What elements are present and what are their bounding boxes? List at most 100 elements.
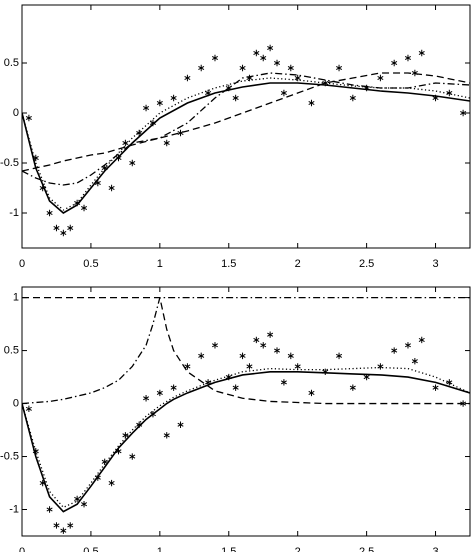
data-point	[253, 336, 260, 344]
data-point	[205, 89, 212, 97]
x-tick-label: 2.5	[359, 546, 374, 552]
x-tick-label: 2	[295, 546, 301, 552]
data-point	[308, 389, 315, 397]
curve	[22, 296, 470, 405]
plot-content	[22, 44, 470, 237]
data-point	[391, 347, 398, 354]
y-tick-label: -0.5	[0, 450, 19, 462]
data-point	[170, 94, 177, 102]
plot-area	[22, 287, 470, 536]
data-point	[460, 400, 467, 407]
curve	[22, 72, 470, 172]
y-tick-label: 0	[13, 397, 19, 409]
data-point	[322, 368, 329, 375]
data-point	[211, 54, 219, 62]
curve	[22, 370, 470, 513]
curve	[22, 366, 470, 509]
data-point	[94, 474, 101, 481]
data-point	[81, 501, 88, 508]
data-point	[267, 331, 274, 338]
data-point	[101, 458, 108, 466]
curve	[22, 82, 470, 214]
data-point	[411, 357, 418, 365]
x-tick-label: 1	[157, 546, 163, 552]
data-point	[460, 109, 467, 117]
data-point	[177, 129, 184, 137]
data-point	[46, 209, 53, 217]
data-point	[239, 64, 246, 72]
data-point	[25, 114, 32, 122]
data-point	[391, 59, 398, 67]
data-point	[129, 159, 136, 167]
data-point	[53, 522, 60, 529]
data-point	[232, 94, 239, 102]
data-point	[156, 99, 163, 107]
x-tick-label: 0.5	[83, 258, 98, 270]
data-point	[177, 421, 184, 428]
y-tick-label: 0.5	[4, 344, 19, 356]
data-point	[232, 384, 239, 391]
y-tick-label: -0.5	[0, 157, 19, 169]
data-point	[404, 342, 411, 349]
data-point	[280, 379, 287, 386]
data-point	[377, 74, 384, 82]
data-point	[122, 139, 129, 147]
data-point	[267, 44, 274, 52]
data-point	[67, 522, 74, 529]
data-point	[122, 432, 129, 439]
data-point	[25, 405, 32, 413]
plot-area	[22, 5, 470, 248]
data-point	[260, 54, 267, 62]
data-point	[156, 389, 163, 397]
data-point	[94, 179, 101, 187]
data-point	[446, 89, 453, 97]
plot-content	[22, 296, 470, 534]
data-point	[198, 64, 205, 72]
data-point	[432, 94, 439, 102]
data-point	[211, 342, 219, 349]
data-point	[239, 352, 246, 360]
data-point	[136, 129, 143, 137]
x-tick-label: 3	[432, 546, 438, 552]
y-tick-label: -1	[9, 207, 19, 219]
data-point	[336, 352, 343, 360]
data-point	[246, 363, 253, 370]
data-point	[67, 224, 74, 232]
data-point	[60, 229, 67, 237]
data-point	[115, 154, 122, 162]
data-point	[418, 49, 425, 57]
data-point	[143, 104, 150, 112]
data-point	[294, 363, 301, 370]
data-point	[143, 395, 150, 402]
data-point	[273, 347, 281, 354]
x-tick-label: 3	[432, 258, 438, 270]
data-point	[101, 164, 108, 172]
data-point	[432, 384, 439, 391]
data-point	[363, 373, 370, 381]
x-tick-label: 0.5	[83, 546, 98, 552]
data-point	[115, 448, 122, 455]
axes-frame	[21, 4, 471, 249]
curve	[22, 72, 470, 186]
data-point	[163, 139, 170, 147]
data-point	[60, 527, 67, 534]
data-point	[39, 479, 46, 487]
data-point	[32, 448, 39, 455]
y-tick-label: 0.5	[4, 57, 19, 69]
data-point	[404, 54, 411, 62]
data-point	[273, 59, 281, 67]
data-point	[349, 384, 356, 391]
data-point	[349, 94, 356, 102]
data-point	[280, 89, 287, 97]
data-point	[46, 506, 53, 513]
data-point	[149, 410, 156, 418]
data-point	[322, 79, 329, 87]
y-tick-label: 0	[13, 107, 19, 119]
data-point	[336, 64, 343, 72]
data-point	[363, 84, 370, 92]
data-point	[163, 432, 170, 439]
data-point	[253, 49, 260, 57]
data-point	[32, 154, 39, 162]
data-point	[260, 342, 267, 349]
